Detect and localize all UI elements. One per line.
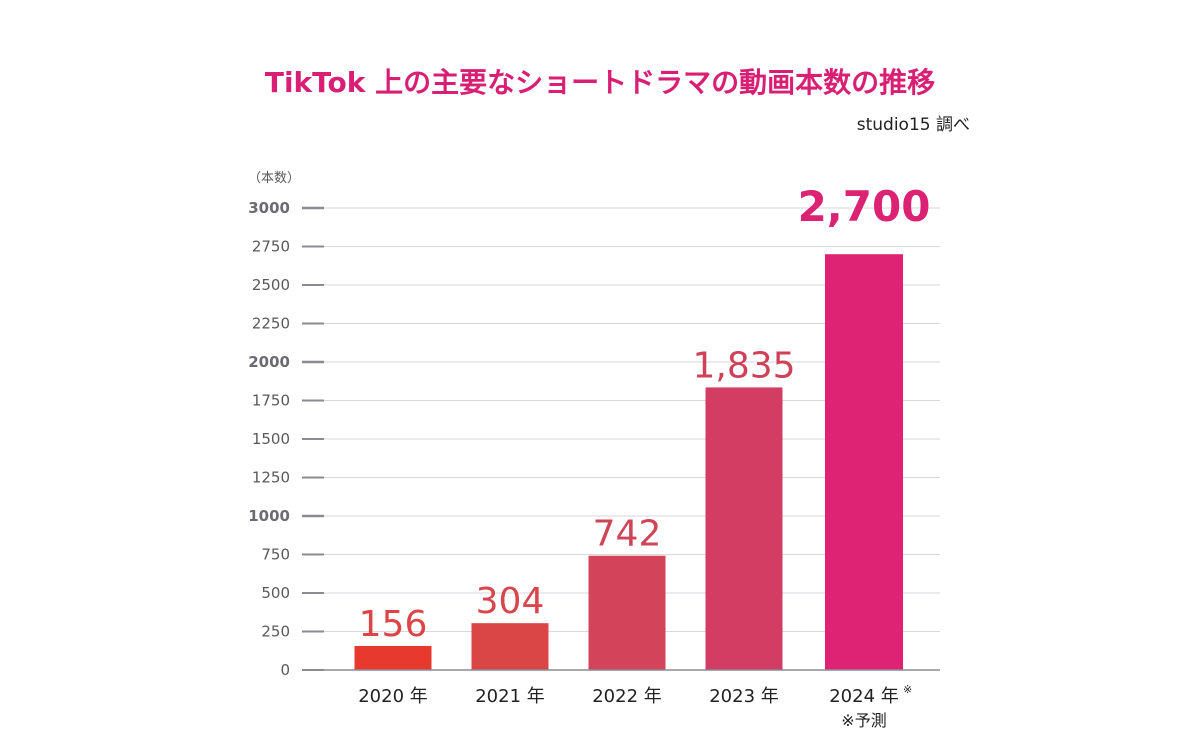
- value-label: 742: [593, 514, 662, 555]
- y-tick-label: 2750: [252, 238, 290, 256]
- value-label: 2,700: [798, 182, 931, 231]
- x-tick-label: 2024 年: [829, 686, 899, 707]
- y-axis-unit-label: （本数）: [248, 171, 300, 186]
- x-axis-labels: 2020 年 2021 年 2022 年 2023 年 2024 年 ※: [358, 683, 912, 707]
- y-tick-label: 750: [261, 546, 290, 564]
- y-tick-label: 2250: [252, 315, 290, 333]
- y-tick-label: 2500: [252, 276, 290, 294]
- value-label: 1,835: [692, 345, 795, 386]
- y-tick-label: 1500: [252, 430, 290, 448]
- bar-2024: [825, 254, 903, 670]
- footnote-forecast: ※予測: [841, 711, 886, 730]
- bars: [354, 254, 903, 670]
- x-tick-label: 2023 年: [709, 686, 779, 707]
- y-axis-ticks: 0 250 500 750 1000 1250 1500 1750 2000 2250 2500 27…: [248, 199, 324, 679]
- bar-2020: [354, 645, 432, 670]
- x-tick-label: 2022 年: [592, 686, 662, 707]
- bar-2023: [705, 387, 783, 670]
- bar-2022: [588, 555, 666, 670]
- y-tick-label: 1000: [248, 507, 290, 525]
- value-labels: 156 304 742 1,835 2,700: [359, 182, 931, 645]
- y-tick-label: 1750: [252, 392, 290, 410]
- x-tick-label: 2020 年: [358, 686, 428, 707]
- chart-title: TikTok 上の主要なショートドラマの動画本数の推移: [265, 66, 935, 99]
- forecast-mark: ※: [903, 683, 912, 696]
- x-tick-label: 2021 年: [475, 686, 545, 707]
- y-tick-label: 3000: [248, 199, 290, 217]
- y-tick-label: 2000: [248, 353, 290, 371]
- y-tick-label: 250: [261, 623, 290, 641]
- value-label: 304: [476, 581, 545, 622]
- source-note: studio15 調べ: [857, 115, 970, 135]
- bar-2021: [471, 623, 549, 670]
- value-label: 156: [359, 604, 428, 645]
- y-tick-label: 0: [280, 661, 290, 679]
- y-tick-label: 500: [261, 584, 290, 602]
- y-tick-label: 1250: [252, 469, 290, 487]
